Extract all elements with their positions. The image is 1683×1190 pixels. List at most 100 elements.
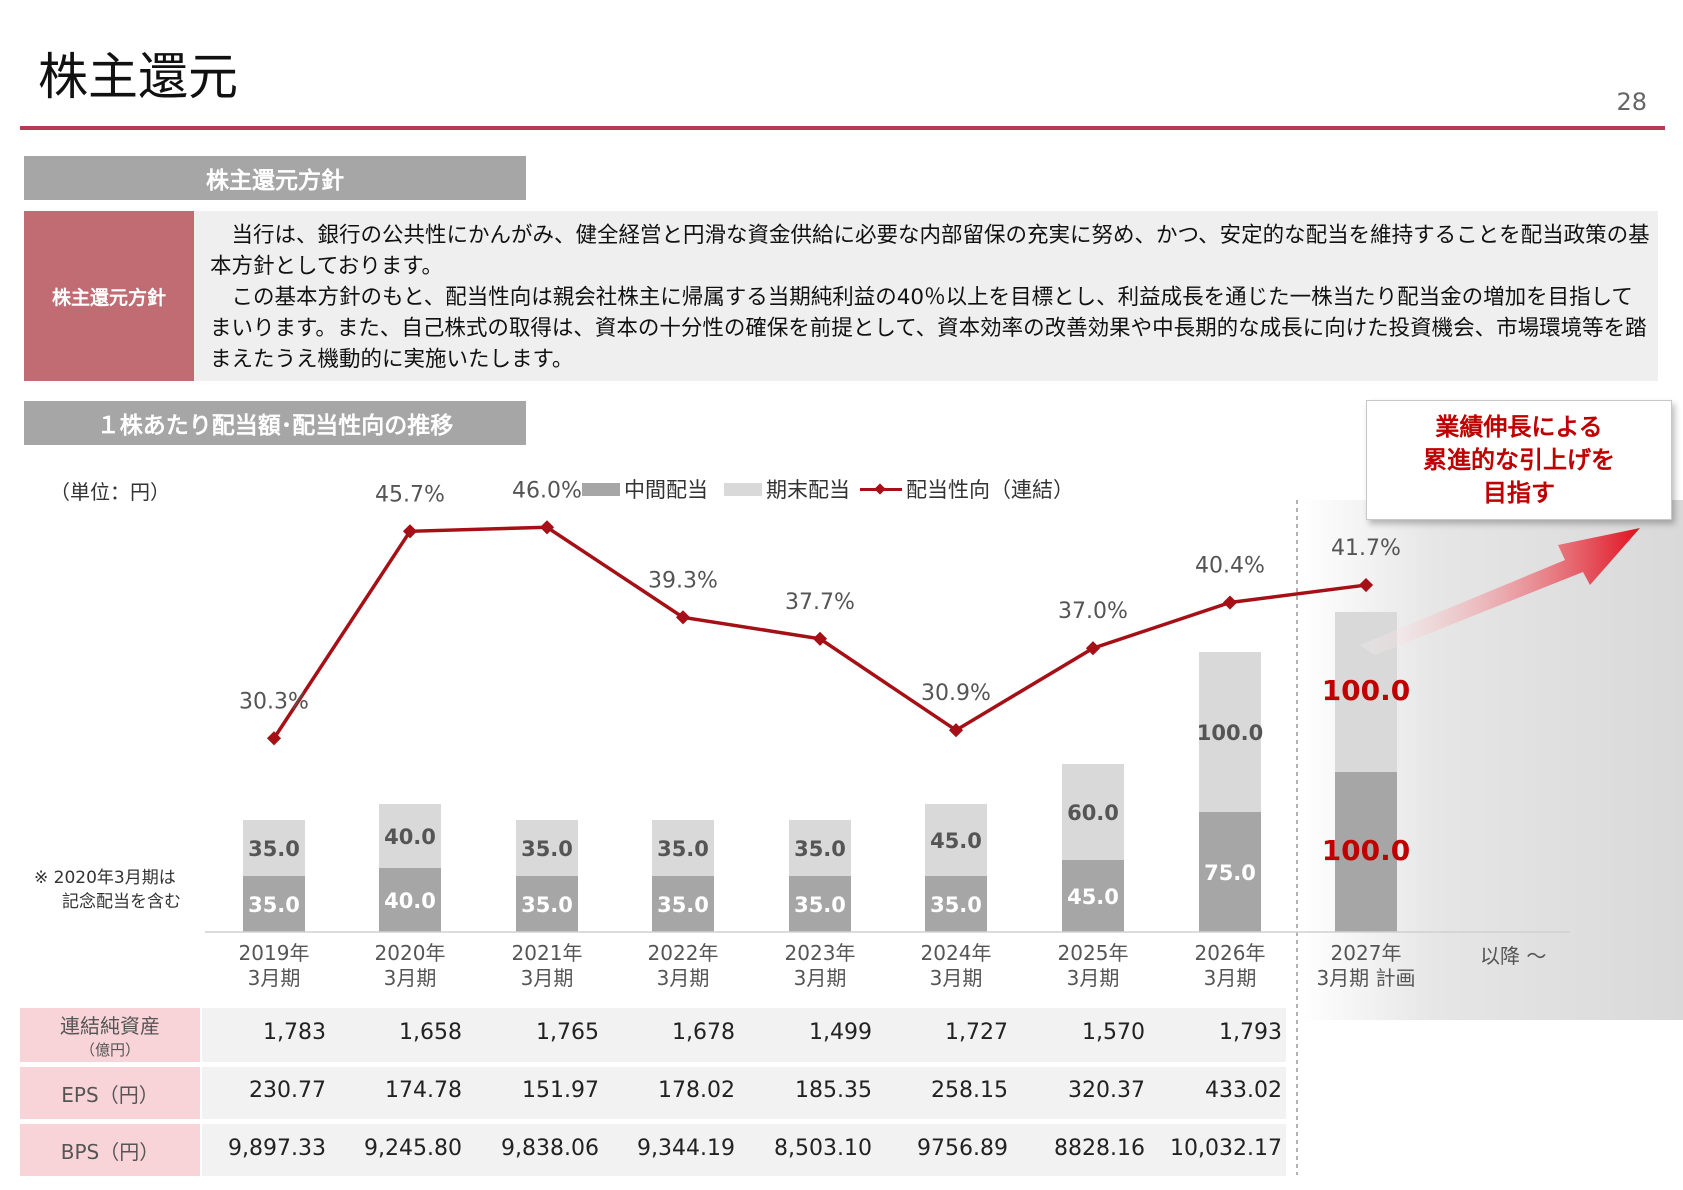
policy-paragraph-1: 当行は、銀行の公共性にかんがみ、健全経営と円滑な資金供給に必要な内部留保の充実に… <box>210 223 1650 279</box>
table-row <box>202 1008 1286 1062</box>
table-cell: 174.78 <box>385 1078 462 1103</box>
x-tick-label: 3月期 <box>384 966 437 990</box>
bar-label-year-end: 35.0 <box>248 837 300 861</box>
growth-callout: 業績伸長による 累進的な引上げを 目指す <box>1366 400 1672 520</box>
x-tick-label: 3月期 <box>248 966 301 990</box>
callout-line-1: 業績伸長による <box>1435 412 1603 441</box>
table-row-label: BPS（円） <box>20 1124 200 1176</box>
table-cell: 9,838.06 <box>501 1136 599 1161</box>
growth-arrow <box>1360 528 1640 655</box>
x-tick-label: 3月期 <box>1067 966 1120 990</box>
table-cell: 9,245.80 <box>364 1136 462 1161</box>
bar-interim <box>652 876 714 932</box>
bar-interim <box>789 876 851 932</box>
bar-label-year-end: 60.0 <box>1067 801 1119 825</box>
table-cell: 185.35 <box>795 1078 872 1103</box>
table-row <box>202 1067 1286 1119</box>
table-cell: 1,793 <box>1219 1020 1282 1045</box>
payout-label: 41.7% <box>1331 536 1401 561</box>
table-cell: 1,570 <box>1082 1020 1145 1045</box>
x-tick-label: 2026年 <box>1195 941 1266 965</box>
row-sublabel-net-assets: （億円） <box>79 1041 140 1059</box>
legend-swatch-payout <box>860 482 902 496</box>
x-tick-label: 2027年 <box>1331 941 1402 965</box>
x-tick-label: 2024年 <box>921 941 992 965</box>
title-rule <box>20 126 1665 130</box>
legend-label-payout: 配当性向（連結） <box>906 478 1074 502</box>
bar-year-end <box>925 804 987 876</box>
bar-label-interim: 35.0 <box>930 893 982 917</box>
payout-point <box>539 520 555 535</box>
note-line-1: ※ 2020年3月期は <box>34 868 176 888</box>
bar-label-interim: 35.0 <box>794 893 846 917</box>
payout-point <box>1085 641 1101 656</box>
payout-point <box>266 731 282 746</box>
payout-label: 30.9% <box>921 681 991 706</box>
legend-label-year-end: 期末配当 <box>766 478 850 502</box>
x-tick-label: 2025年 <box>1058 941 1129 965</box>
table-cell: 8,503.10 <box>774 1136 872 1161</box>
callout-line-3: 目指す <box>1483 478 1555 507</box>
bar-interim <box>243 876 305 932</box>
table-cell: 258.15 <box>931 1078 1008 1103</box>
policy-text-box <box>194 211 1658 381</box>
commemorative-note: ※ 2020年3月期は 記念配当を含む <box>34 866 181 914</box>
bar-label-year-end: 100.0 <box>1197 721 1263 745</box>
table-cell: 1,499 <box>809 1020 872 1045</box>
x-tick-label: 2023年 <box>785 941 856 965</box>
payout-label: 45.7% <box>375 482 445 507</box>
legend: 中間配当 期末配当 配当性向（連結） <box>582 476 1074 502</box>
x-tick-label: 2022年 <box>648 941 719 965</box>
bar-year-end <box>1199 652 1261 812</box>
x-tick-label: 3月期 <box>1204 966 1257 990</box>
table-cell: 320.37 <box>1068 1078 1145 1103</box>
payout-point <box>402 524 418 539</box>
payout-label: 46.0% <box>512 478 582 503</box>
row-label-eps: EPS（円） <box>61 1082 159 1107</box>
payout-point <box>675 610 691 625</box>
bar-interim <box>1062 860 1124 932</box>
legend-label-interim: 中間配当 <box>624 478 708 502</box>
table-row-label: 連結純資産 （億円） <box>20 1008 200 1062</box>
bar-interim <box>925 876 987 932</box>
bar-label-interim: 35.0 <box>248 893 300 917</box>
row-label-net-assets: 連結純資産 <box>60 1014 160 1038</box>
bar-label-interim: 35.0 <box>657 893 709 917</box>
policy-label: 株主還元方針 <box>24 211 194 381</box>
payout-label: 37.0% <box>1058 599 1128 624</box>
bar-interim <box>379 868 441 932</box>
row-label-bps: BPS（円） <box>60 1139 160 1164</box>
bar-label-year-end: 100.0 <box>1322 674 1411 707</box>
bar-interim <box>516 876 578 932</box>
table-row-label: EPS（円） <box>20 1067 200 1119</box>
table-cell: 230.77 <box>249 1078 326 1103</box>
note-line-2: 記念配当を含む <box>62 892 181 912</box>
table-cell: 8828.16 <box>1054 1136 1145 1161</box>
table-cell: 433.02 <box>1205 1078 1282 1103</box>
bar-label-year-end: 40.0 <box>384 825 436 849</box>
unit-label: （単位：円） <box>50 480 170 504</box>
bar-interim <box>1335 772 1397 932</box>
payout-label: 30.3% <box>239 689 309 714</box>
payout-point <box>1222 595 1238 610</box>
policy-text: 当行は、銀行の公共性にかんがみ、健全経営と円滑な資金供給に必要な内部留保の充実に… <box>210 220 1652 375</box>
table-cell: 9,344.19 <box>637 1136 735 1161</box>
table-cell: 9,897.33 <box>228 1136 326 1161</box>
page-number: 28 <box>1616 88 1647 116</box>
legend-swatch-year-end <box>724 482 762 496</box>
x-tick-label: 2020年 <box>375 941 446 965</box>
bar-year-end <box>789 820 851 876</box>
bar-year-end <box>652 820 714 876</box>
payout-point <box>1358 577 1374 593</box>
payout-point <box>948 723 964 738</box>
bar-label-year-end: 35.0 <box>657 837 709 861</box>
payout-label: 37.7% <box>785 590 855 615</box>
table-cell: 1,783 <box>263 1020 326 1045</box>
x-tick-label: 3月期 <box>657 966 710 990</box>
table-cell: 178.02 <box>658 1078 735 1103</box>
x-tick-label: 3月期 <box>794 966 847 990</box>
table-cell: 1,658 <box>399 1020 462 1045</box>
bar-label-interim: 35.0 <box>521 893 573 917</box>
table-cell: 9756.89 <box>917 1136 1008 1161</box>
